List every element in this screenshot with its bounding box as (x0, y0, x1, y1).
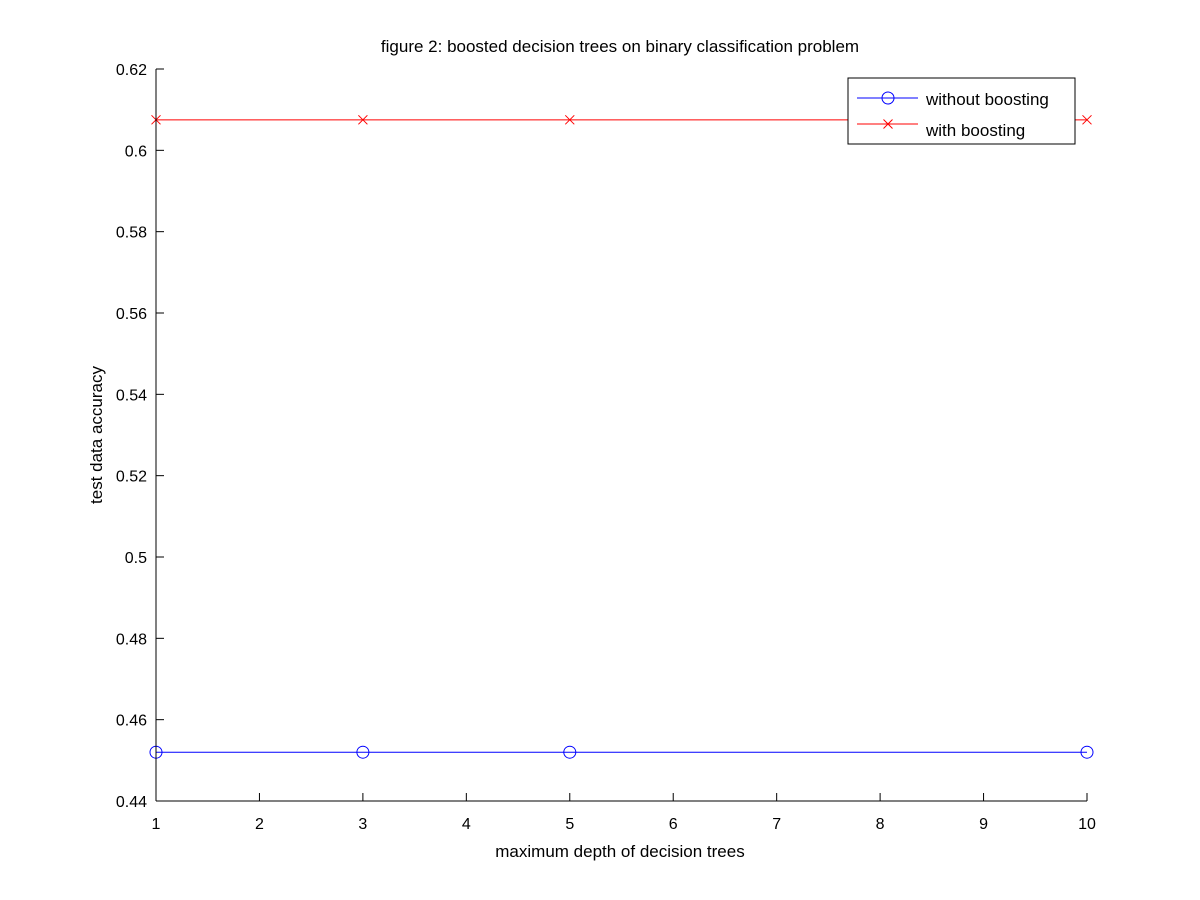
x-tick-labels: 1 2 3 4 5 6 7 8 9 10 (152, 816, 1096, 833)
legend-box (847, 77, 1076, 145)
y-tick-label: 0.44 (116, 794, 147, 811)
data-point-x (358, 114, 368, 125)
data-point-circle (1080, 745, 1094, 759)
x-tick-label: 4 (462, 816, 471, 833)
data-point-circle (356, 745, 370, 759)
x-tick-label: 2 (255, 816, 264, 833)
data-point-x (564, 114, 575, 125)
x-axis-title: maximum depth of decision trees (495, 842, 744, 861)
x-tick-label: 9 (979, 816, 988, 833)
plot-area (149, 68, 1094, 802)
x-tick-label: 1 (152, 816, 161, 833)
data-point-x (1082, 114, 1092, 125)
x-tick-label: 6 (669, 816, 678, 833)
legend-label-with-boosting: with boosting (925, 121, 1025, 140)
y-tick-label: 0.58 (116, 225, 147, 242)
legend-entry-without-boosting: without boosting (857, 90, 1049, 109)
plot-background (156, 69, 1087, 801)
legend-marker-circle (881, 91, 895, 105)
y-tick-label: 0.46 (116, 713, 147, 730)
y-tick-label: 0.5 (125, 550, 147, 567)
x-tick-label: 8 (876, 816, 885, 833)
legend-label-without-boosting: without boosting (925, 90, 1049, 109)
y-tick-label: 0.62 (116, 62, 147, 79)
y-tick-labels: 0.44 0.46 0.48 0.5 0.52 0.54 0.56 0.58 0.6 0.62 (116, 62, 147, 811)
x-tick-label: 10 (1078, 816, 1096, 833)
data-point-circle (563, 745, 577, 759)
series-with-boosting (151, 114, 1092, 125)
y-tick-label: 0.56 (116, 306, 147, 323)
legend: without boosting with boosting (847, 77, 1076, 145)
chart-title: figure 2: boosted decision trees on bina… (381, 37, 859, 56)
x-tick-label: 5 (565, 816, 574, 833)
y-tick-label: 0.52 (116, 469, 147, 486)
legend-entry-with-boosting: with boosting (857, 119, 1025, 140)
legend-marker-x (883, 119, 893, 129)
y-tick-label: 0.6 (125, 143, 147, 160)
x-tick-label: 7 (772, 816, 781, 833)
y-tick-label: 0.48 (116, 631, 147, 648)
x-tick-label: 3 (358, 816, 367, 833)
y-axis-title: test data accuracy (87, 366, 106, 504)
y-tick-label: 0.54 (116, 387, 147, 404)
